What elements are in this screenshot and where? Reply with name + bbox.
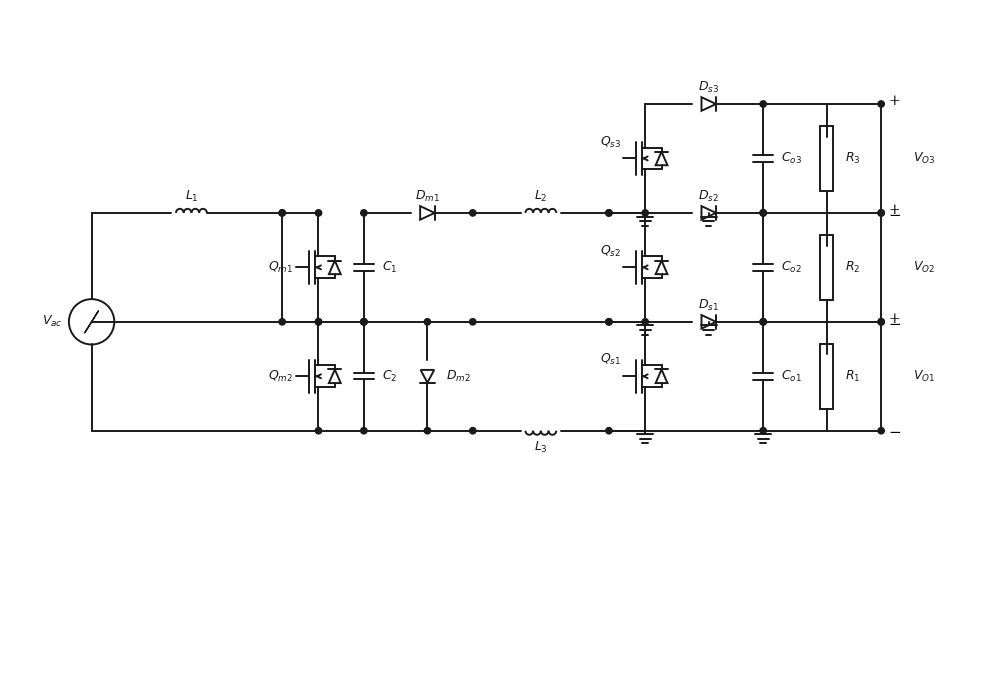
Bar <box>820 235 833 300</box>
Circle shape <box>315 428 322 434</box>
Circle shape <box>760 318 766 325</box>
Circle shape <box>315 318 322 325</box>
Text: +: + <box>888 94 900 108</box>
Text: $V_{O3}$: $V_{O3}$ <box>913 151 935 166</box>
Circle shape <box>279 318 285 325</box>
Circle shape <box>606 209 612 216</box>
Text: +: + <box>888 312 900 326</box>
Circle shape <box>470 209 476 216</box>
Text: $R_1$: $R_1$ <box>845 369 860 384</box>
Circle shape <box>760 101 766 107</box>
Text: $D_{s1}$: $D_{s1}$ <box>698 298 719 313</box>
Bar <box>820 344 833 409</box>
Text: $L_1$: $L_1$ <box>185 189 198 204</box>
Text: $C_{o3}$: $C_{o3}$ <box>781 151 802 166</box>
Circle shape <box>470 318 476 325</box>
Circle shape <box>878 318 884 325</box>
Text: $Q_{s1}$: $Q_{s1}$ <box>600 352 621 367</box>
Text: $D_{m2}$: $D_{m2}$ <box>446 369 470 384</box>
Text: −: − <box>888 209 901 223</box>
Text: $V_{ac}$: $V_{ac}$ <box>42 314 63 329</box>
Circle shape <box>642 318 648 325</box>
Circle shape <box>279 209 285 216</box>
Text: $C_{o1}$: $C_{o1}$ <box>781 369 802 384</box>
Text: $D_{m1}$: $D_{m1}$ <box>415 189 440 204</box>
Circle shape <box>606 318 612 325</box>
Bar <box>820 126 833 191</box>
Circle shape <box>606 209 612 216</box>
Text: $R_3$: $R_3$ <box>845 151 860 166</box>
Circle shape <box>279 209 285 216</box>
Text: $Q_{m2}$: $Q_{m2}$ <box>268 369 293 384</box>
Circle shape <box>361 209 367 216</box>
Circle shape <box>760 318 766 325</box>
Text: $V_{O2}$: $V_{O2}$ <box>913 260 935 275</box>
Circle shape <box>470 428 476 434</box>
Circle shape <box>361 318 367 325</box>
Text: $Q_{s2}$: $Q_{s2}$ <box>600 243 621 258</box>
Circle shape <box>424 428 431 434</box>
Text: −: − <box>888 426 901 440</box>
Text: $C_2$: $C_2$ <box>382 369 397 384</box>
Circle shape <box>606 318 612 325</box>
Text: −: − <box>888 318 901 331</box>
Circle shape <box>878 318 884 325</box>
Text: $V_{O1}$: $V_{O1}$ <box>913 369 935 384</box>
Circle shape <box>878 209 884 216</box>
Circle shape <box>361 318 367 325</box>
Circle shape <box>878 101 884 107</box>
Circle shape <box>315 209 322 216</box>
Text: +: + <box>888 203 900 217</box>
Circle shape <box>424 318 431 325</box>
Text: $C_1$: $C_1$ <box>382 260 397 275</box>
Circle shape <box>760 209 766 216</box>
Text: $L_3$: $L_3$ <box>534 440 548 455</box>
Circle shape <box>760 428 766 434</box>
Text: $L_2$: $L_2$ <box>534 189 548 204</box>
Circle shape <box>361 428 367 434</box>
Text: $Q_{m1}$: $Q_{m1}$ <box>268 260 293 275</box>
Circle shape <box>642 209 648 216</box>
Circle shape <box>315 318 322 325</box>
Circle shape <box>361 318 367 325</box>
Text: $C_{o2}$: $C_{o2}$ <box>781 260 802 275</box>
Circle shape <box>760 209 766 216</box>
Circle shape <box>878 428 884 434</box>
Text: $R_2$: $R_2$ <box>845 260 860 275</box>
Text: $Q_{s3}$: $Q_{s3}$ <box>600 134 621 150</box>
Text: $D_{s3}$: $D_{s3}$ <box>698 80 719 95</box>
Circle shape <box>878 209 884 216</box>
Circle shape <box>606 428 612 434</box>
Text: $D_{s2}$: $D_{s2}$ <box>698 189 719 204</box>
